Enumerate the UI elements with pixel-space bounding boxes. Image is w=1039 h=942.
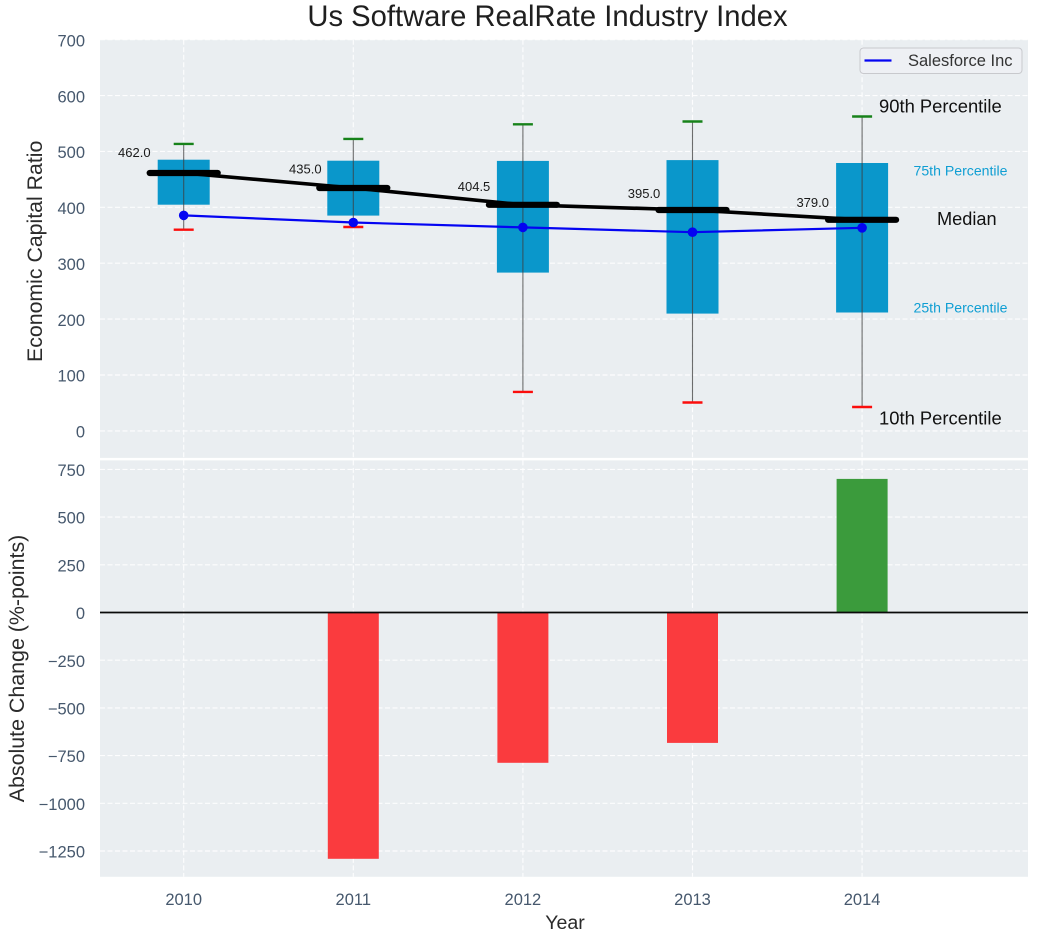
svg-text:0: 0 <box>76 605 85 623</box>
svg-text:400: 400 <box>57 200 85 218</box>
svg-text:395.0: 395.0 <box>628 186 661 201</box>
svg-text:Median: Median <box>937 209 997 229</box>
svg-text:2011: 2011 <box>336 891 371 909</box>
svg-text:2013: 2013 <box>674 891 711 909</box>
svg-text:404.5: 404.5 <box>458 179 491 194</box>
svg-text:462.0: 462.0 <box>118 145 151 160</box>
svg-text:25th Percentile: 25th Percentile <box>914 300 1008 316</box>
svg-text:Economic Capital Ratio: Economic Capital Ratio <box>23 141 47 362</box>
svg-text:90th Percentile: 90th Percentile <box>879 95 1002 116</box>
svg-text:2010: 2010 <box>165 891 202 909</box>
svg-text:0: 0 <box>76 424 85 442</box>
svg-text:−1250: −1250 <box>39 844 85 862</box>
svg-text:10th Percentile: 10th Percentile <box>879 408 1002 429</box>
svg-text:750: 750 <box>57 462 85 480</box>
svg-text:379.0: 379.0 <box>796 195 829 210</box>
svg-text:−500: −500 <box>48 701 85 719</box>
svg-text:500: 500 <box>57 510 85 528</box>
svg-text:Absolute Change (%-points): Absolute Change (%-points) <box>5 535 29 803</box>
svg-text:75th Percentile: 75th Percentile <box>914 163 1008 179</box>
svg-text:−750: −750 <box>48 748 85 766</box>
svg-text:500: 500 <box>57 144 85 162</box>
svg-text:300: 300 <box>57 256 85 274</box>
svg-text:Us Software RealRate Industry: Us Software RealRate Industry Index <box>307 1 788 33</box>
svg-text:−1000: −1000 <box>39 796 85 814</box>
svg-text:2012: 2012 <box>505 891 542 909</box>
svg-text:700: 700 <box>57 32 85 50</box>
svg-text:−250: −250 <box>48 653 85 671</box>
svg-text:250: 250 <box>57 557 85 575</box>
svg-text:600: 600 <box>57 88 85 106</box>
svg-text:200: 200 <box>57 312 85 330</box>
svg-text:2014: 2014 <box>844 891 881 909</box>
svg-text:Salesforce Inc: Salesforce Inc <box>908 52 1013 70</box>
svg-text:435.0: 435.0 <box>289 162 322 177</box>
svg-text:100: 100 <box>57 368 85 386</box>
svg-text:Year: Year <box>545 912 585 934</box>
